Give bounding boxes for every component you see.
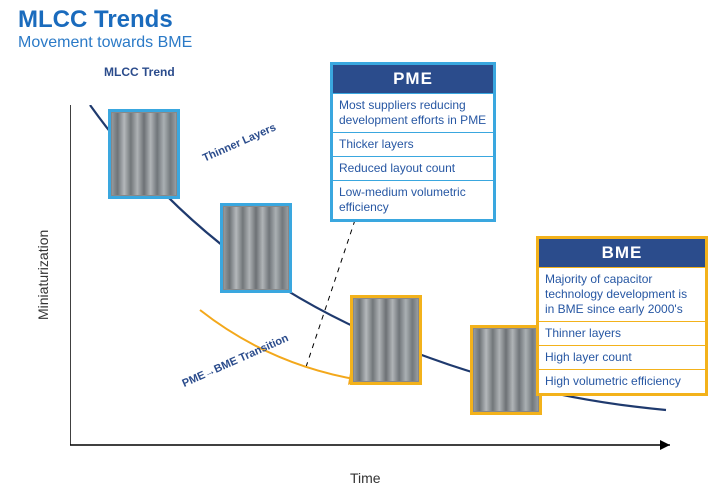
x-axis-label: Time xyxy=(350,470,381,486)
pme-info-box: PME Most suppliers reducing development … xyxy=(330,62,496,222)
pme-header: PME xyxy=(333,65,493,93)
pme-item: Reduced layout count xyxy=(333,156,493,180)
sem-thumbnail xyxy=(220,203,292,293)
sem-thumbnail xyxy=(470,325,542,415)
pme-item: Low-medium volumetric efficiency xyxy=(333,180,493,219)
bme-item: High volumetric efficiency xyxy=(539,369,705,393)
y-axis-label: Miniaturization xyxy=(35,230,51,320)
sem-thumbnail xyxy=(108,109,180,199)
pme-item: Thicker layers xyxy=(333,132,493,156)
bme-item: Thinner layers xyxy=(539,321,705,345)
bme-item: Majority of capacitor technology develop… xyxy=(539,267,705,321)
mlcc-trend-label: MLCC Trend xyxy=(104,65,175,79)
pme-item: Most suppliers reducing development effo… xyxy=(333,93,493,132)
bme-info-box: BME Majority of capacitor technology dev… xyxy=(536,236,708,396)
bme-item: High layer count xyxy=(539,345,705,369)
bme-header: BME xyxy=(539,239,705,267)
sem-thumbnail xyxy=(350,295,422,385)
page-subtitle: Movement towards BME xyxy=(18,34,192,52)
page-title: MLCC Trends xyxy=(18,6,173,34)
